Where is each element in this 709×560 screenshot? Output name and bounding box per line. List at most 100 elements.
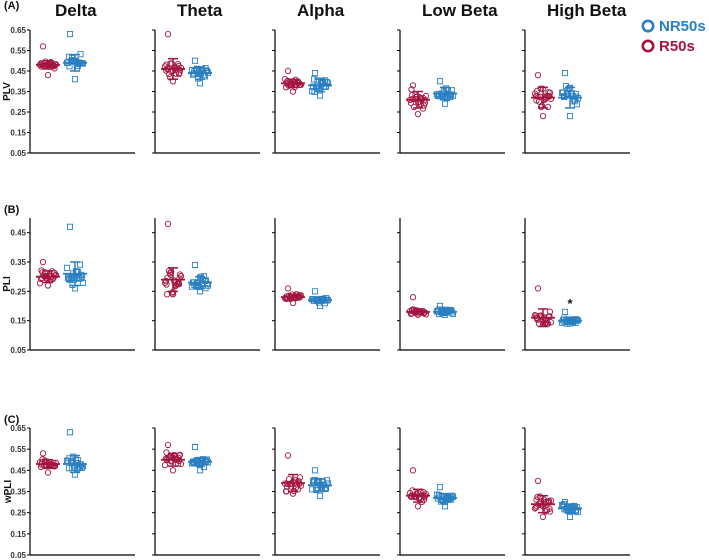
data-point-nr50s [66, 223, 74, 230]
y-tick-label: 0.35 [10, 258, 26, 267]
subplot-pli-high-beta [522, 218, 630, 351]
panel-label: (C) [4, 414, 20, 426]
data-point-nr50s [191, 459, 198, 467]
y-axis-label: PLV [2, 82, 13, 101]
y-tick-label: 0.05 [10, 149, 26, 158]
data-point-nr50s [191, 444, 199, 451]
y-tick-label: 0.05 [10, 551, 26, 560]
y-tick-label: 0.55 [10, 47, 26, 56]
subplot-plv-delta [29, 30, 135, 154]
data-point-r50s [168, 268, 175, 276]
data-point-r50s [534, 93, 541, 100]
data-point-r50s [409, 294, 417, 301]
data-point-r50s [44, 282, 52, 289]
subplot-plv-low-beta [397, 29, 505, 154]
y-tick-label: 0.55 [10, 445, 26, 454]
subplot-plv-theta [152, 29, 260, 154]
band-title-theta: Theta [177, 1, 223, 20]
data-point-r50s [163, 281, 170, 288]
data-point-r50s [409, 467, 417, 474]
data-point-nr50s [436, 493, 443, 500]
data-point-nr50s [572, 93, 579, 100]
data-point-nr50s [308, 486, 316, 493]
data-point-r50s [177, 460, 185, 468]
data-point-r50s [39, 43, 47, 50]
y-axis-label: PLI [2, 276, 13, 292]
data-point-r50s [176, 69, 183, 77]
significance-marker: * [567, 296, 573, 311]
data-point-r50s [534, 71, 542, 79]
data-point-nr50s [561, 93, 568, 100]
subplot-pli-low-beta [397, 218, 505, 351]
data-point-nr50s [70, 453, 77, 460]
data-point-r50s [163, 291, 171, 298]
data-point-r50s [281, 294, 289, 302]
data-point-nr50s [565, 318, 572, 325]
data-point-nr50s [196, 467, 204, 474]
subplot-wpli-low-beta [397, 427, 505, 556]
data-point-nr50s [71, 76, 79, 83]
y-tick-label: 0.25 [10, 287, 26, 296]
y-tick-label: 0.65 [10, 26, 26, 35]
data-point-r50s [546, 505, 553, 512]
data-point-nr50s [572, 507, 579, 514]
data-point-r50s [547, 319, 555, 326]
data-point-r50s [44, 469, 52, 476]
data-point-nr50s [447, 307, 454, 314]
legend-marker-r50s [641, 39, 655, 53]
data-point-r50s [50, 274, 57, 281]
data-point-r50s [165, 71, 173, 78]
data-point-nr50s [66, 63, 73, 70]
data-point-r50s [296, 81, 303, 89]
data-point-nr50s [77, 275, 84, 282]
band-title-delta: Delta [55, 1, 97, 20]
legend-marker-nr50s [641, 19, 655, 33]
legend-label-r50s: R50s [659, 38, 695, 55]
data-point-nr50s [66, 455, 73, 462]
subplot-wpli-alpha [272, 427, 380, 556]
subplot-plv-high-beta [522, 29, 630, 154]
data-point-nr50s [561, 69, 569, 77]
data-point-r50s [534, 285, 542, 292]
data-point-r50s [531, 505, 539, 512]
data-point-nr50s [311, 476, 318, 484]
data-point-nr50s [191, 57, 199, 64]
data-point-r50s [295, 292, 302, 300]
data-point-nr50s [561, 308, 569, 315]
data-point-r50s [284, 452, 292, 459]
data-point-r50s [284, 285, 292, 292]
data-point-nr50s [66, 276, 73, 283]
data-point-nr50s [447, 91, 454, 98]
data-point-nr50s [566, 513, 574, 520]
y-tick-label: 0.35 [10, 488, 26, 497]
data-point-r50s [161, 461, 169, 469]
data-point-r50s [416, 494, 423, 501]
data-point-r50s [533, 496, 540, 503]
data-point-r50s [544, 103, 552, 111]
subplot-pli-alpha [272, 218, 380, 351]
data-point-r50s [284, 67, 292, 75]
data-point-nr50s [441, 100, 449, 107]
y-tick-label: 0.15 [10, 129, 26, 138]
y-tick-label: 0.65 [10, 424, 26, 433]
band-title-alpha: Alpha [297, 1, 345, 20]
data-point-r50s [171, 64, 178, 71]
data-point-r50s [414, 503, 422, 510]
data-point-nr50s [66, 31, 74, 38]
data-point-r50s [408, 86, 415, 93]
y-tick-label: 0.15 [10, 317, 26, 326]
legend-label-nr50s: NR50s [659, 18, 706, 35]
data-point-r50s [169, 467, 177, 474]
data-point-nr50s [66, 429, 74, 436]
data-point-r50s [410, 103, 418, 111]
data-point-r50s [176, 275, 183, 282]
data-point-nr50s [316, 492, 324, 499]
y-tick-label: 0.15 [10, 530, 26, 539]
data-point-r50s [163, 61, 170, 68]
y-tick-label: 0.45 [10, 229, 26, 238]
data-point-nr50s [311, 69, 319, 77]
data-point-nr50s [318, 295, 325, 302]
data-point-nr50s [322, 83, 329, 90]
data-point-r50s [545, 499, 552, 506]
